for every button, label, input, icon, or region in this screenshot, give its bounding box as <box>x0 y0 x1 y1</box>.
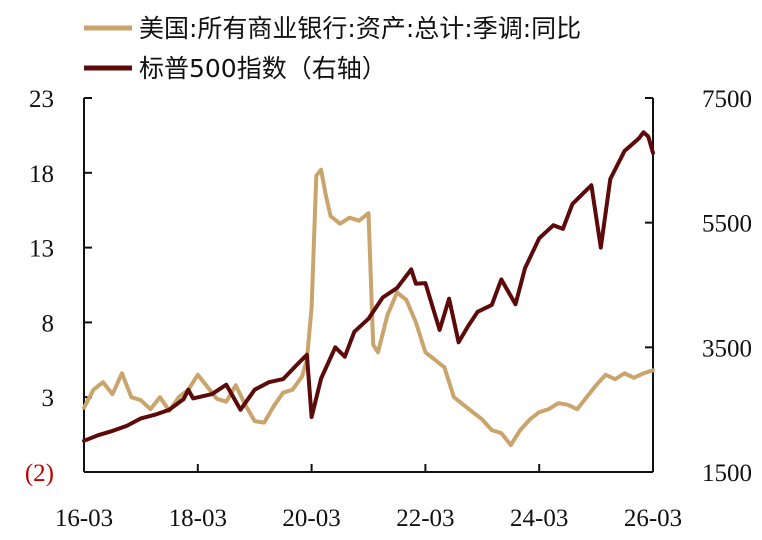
x-tick-label: 26-03 <box>624 505 682 532</box>
x-tick-label: 20-03 <box>282 505 340 532</box>
left-tick-label: 18 <box>29 161 54 188</box>
left-tick-label: 3 <box>42 385 55 412</box>
right-tick-label: 3500 <box>702 335 752 362</box>
series-line-sp500 <box>82 130 655 443</box>
right-axis-ticks: 7500 5500 3500 1500 <box>645 86 752 487</box>
right-tick-label: 7500 <box>702 86 752 113</box>
axes <box>83 98 654 473</box>
left-tick-label: (2) <box>25 460 54 487</box>
left-axis-ticks: 23 18 13 8 3 (2) <box>25 86 92 487</box>
left-tick-label: 23 <box>29 86 54 113</box>
legend: 美国:所有商业银行:资产:总计:季调:同比 标普500指数（右轴） <box>84 14 581 83</box>
left-tick-label: 13 <box>29 236 54 263</box>
left-tick-label: 8 <box>42 310 55 337</box>
x-tick-label: 16-03 <box>55 505 113 532</box>
x-axis-ticks: 16-03 18-03 20-03 22-03 24-03 26-03 <box>55 464 682 532</box>
right-tick-label: 1500 <box>702 460 752 487</box>
x-tick-label: 22-03 <box>396 505 454 532</box>
x-tick-label: 24-03 <box>510 505 568 532</box>
x-tick-label: 18-03 <box>169 505 227 532</box>
legend-label-bank-assets: 美国:所有商业银行:资产:总计:季调:同比 <box>139 14 581 43</box>
right-tick-label: 5500 <box>702 211 752 238</box>
legend-label-sp500: 标普500指数（右轴） <box>139 54 387 83</box>
